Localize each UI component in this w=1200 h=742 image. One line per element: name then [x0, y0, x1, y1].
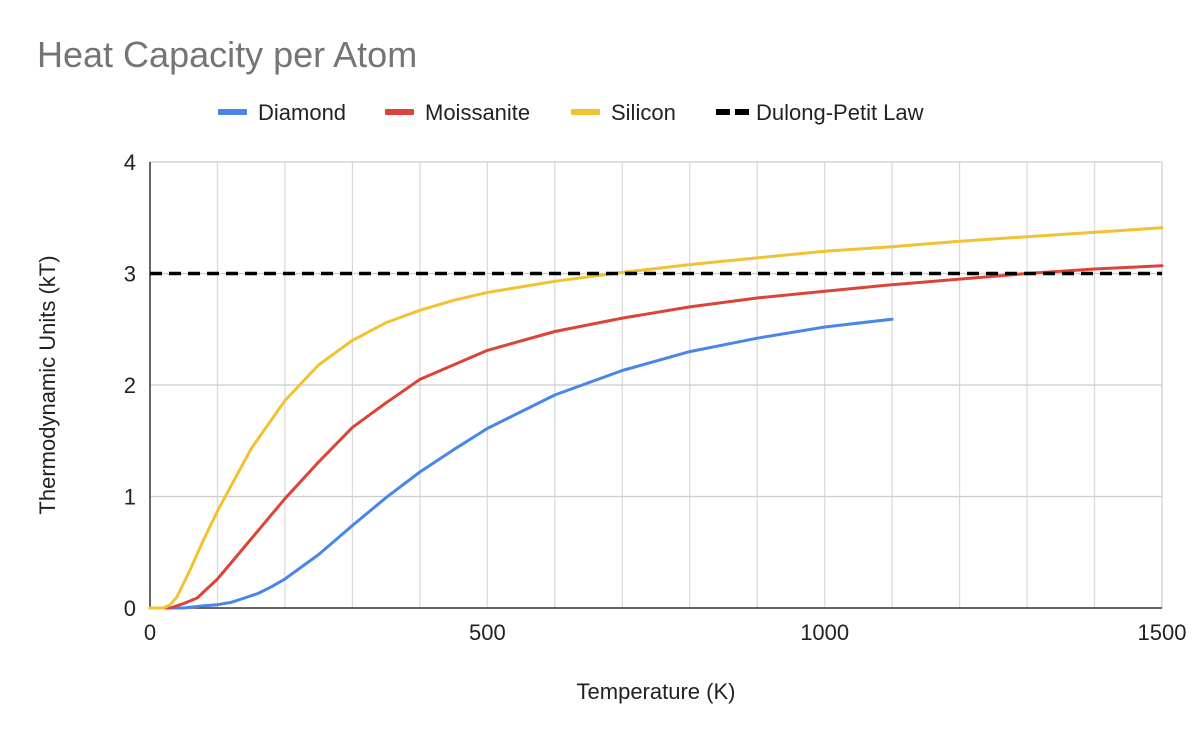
y-tick-label: 0 [124, 596, 136, 621]
x-tick-label: 1000 [800, 620, 849, 645]
legend-swatch-silicon [571, 109, 600, 115]
legend-swatch-dulong-petit-law-dash [735, 109, 749, 115]
legend-label-silicon: Silicon [611, 100, 676, 125]
legend-label-dulong-petit-law: Dulong-Petit Law [756, 100, 924, 125]
y-tick-label: 1 [124, 485, 136, 510]
legend-label-diamond: Diamond [258, 100, 346, 125]
legend-swatch-diamond [218, 109, 247, 115]
grid [150, 161, 1163, 608]
axes [149, 162, 1162, 609]
series-lines [148, 226, 1164, 610]
x-tick-label: 0 [144, 620, 156, 645]
x-axis-title: Temperature (K) [577, 679, 736, 704]
chart-title: Heat Capacity per Atom [37, 34, 418, 75]
legend-swatch-moissanite [385, 109, 414, 115]
y-tick-label: 2 [124, 373, 136, 398]
y-tick-label: 4 [124, 150, 136, 175]
x-tick-label: 500 [469, 620, 506, 645]
tick-labels: 0 500 1000 1500 0 1 2 3 4 [124, 150, 1187, 645]
y-axis-title: Thermodynamic Units (kT) [35, 255, 60, 514]
legend: Diamond Moissanite Silicon Dulong-Petit Law [218, 100, 924, 125]
series-line-moissanite [148, 264, 1164, 610]
y-tick-label: 3 [124, 262, 136, 287]
x-tick-label: 1500 [1138, 620, 1187, 645]
series-line-silicon [148, 226, 1164, 610]
legend-swatch-dulong-petit-law [716, 109, 730, 115]
series-line-diamond [148, 317, 894, 610]
legend-label-moissanite: Moissanite [425, 100, 530, 125]
